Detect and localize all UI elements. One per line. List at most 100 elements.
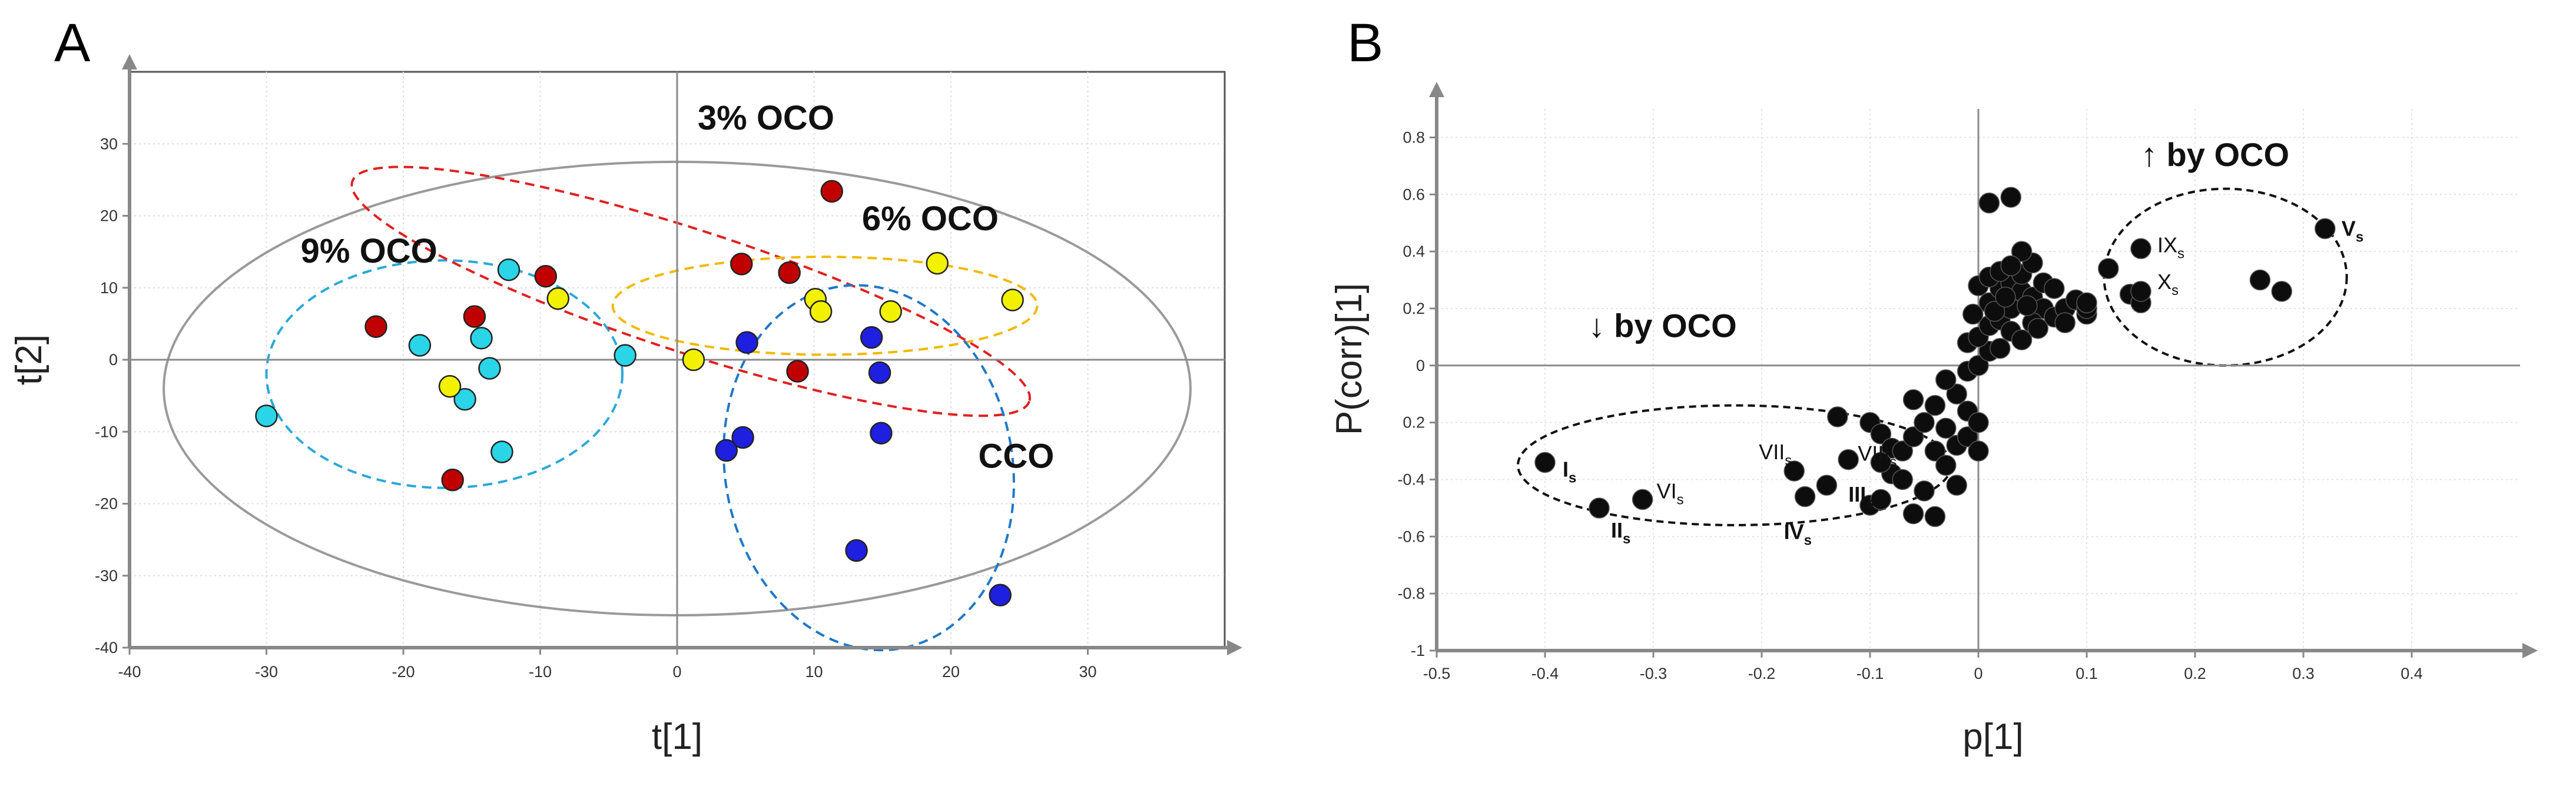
loading-point [1902, 426, 1924, 447]
y-tick-label: -40 [95, 639, 118, 656]
data-point-6-oco [809, 300, 833, 323]
loading-point [1816, 475, 1838, 496]
loading-point [2076, 292, 2097, 314]
x-tick-label: -10 [529, 663, 552, 681]
data-point-9-oco [497, 258, 520, 281]
loading-point [1892, 469, 1913, 490]
panel-a-group-labels: 9% OCO 3% OCO 6% OCO CCO [301, 99, 1055, 476]
loading-point [1892, 440, 1913, 462]
data-point-9-oco [255, 404, 278, 427]
x-axis-arrow [2522, 643, 2538, 658]
y-tick-label: -0.6 [1397, 528, 1425, 545]
panel-b-ellipses [1517, 187, 2348, 526]
x-tick-label: 0 [1974, 665, 1982, 682]
x-tick-label: 0.3 [2292, 665, 2315, 682]
point-label: IVs [1784, 520, 1812, 549]
data-point-3-oco [441, 468, 464, 492]
loading-point [1902, 389, 1924, 410]
loading-point [1935, 369, 1957, 390]
loading-point [2271, 281, 2292, 302]
loading-point [1902, 503, 1924, 525]
loading-point [1783, 460, 1805, 482]
3-oco-ellipse [350, 165, 1032, 417]
loading-point [1914, 480, 1935, 502]
point-label: Xs [2157, 270, 2179, 299]
x-axis-title-b: p[1] [1962, 717, 2023, 757]
y-tick-label: 0 [1416, 357, 1425, 374]
loading-point [1794, 486, 1816, 508]
x-axis-arrow [1227, 640, 1242, 655]
loading-point [1990, 337, 2011, 359]
panel-b-axes [1429, 82, 2538, 658]
panel-b-point-labels: Is IIs VIs VIIs IIIs IVs VIIIs IXs Xs Vs [1563, 216, 2363, 548]
data-point-cco [870, 422, 893, 445]
y-tick-label: -0.8 [1397, 585, 1425, 602]
loading-point [2044, 278, 2065, 299]
point-label: VIs [1657, 479, 1684, 508]
data-point-cco [715, 439, 738, 462]
loading-point [2027, 318, 2048, 339]
point-label: VIIIs [1858, 442, 1897, 470]
data-point-cco [860, 326, 883, 349]
loading-point [2098, 258, 2119, 279]
loading-point [1827, 406, 1848, 427]
loading-point [1534, 452, 1556, 473]
panel-b-annotations: ↓ by OCO ↑ by OCO [1589, 136, 2289, 344]
loading-point [1870, 452, 1892, 473]
data-point-3-oco [534, 264, 558, 288]
data-point-cco [735, 331, 758, 354]
group-label: 3% OCO [698, 99, 834, 137]
panel-a-axes [122, 54, 1242, 655]
data-point-cco [845, 539, 868, 562]
point-label: VIIs [1759, 440, 1792, 469]
y-tick-label: -1 [1411, 642, 1425, 659]
loading-point [1870, 423, 1892, 445]
data-point-cco [868, 361, 891, 384]
data-point-9-oco [470, 327, 493, 350]
x-tick-label: 0.2 [2184, 665, 2206, 682]
panel-b: B -0.5 -0.4 -0.3 -0.2 -0.1 0 0.1 0.2 0.3 0.4-1-0.… [1329, 13, 2538, 757]
loading-point [1870, 489, 1892, 510]
y-tick-label: 0.6 [1403, 185, 1425, 203]
data-point-6-oco [438, 374, 462, 398]
y-tick-label: 0 [109, 351, 118, 369]
y-tick-label: -0.4 [1397, 470, 1425, 488]
x-tick-label: 0 [672, 663, 681, 681]
loading-point [1924, 440, 1946, 462]
loading-point [2011, 329, 2033, 350]
data-point-9-oco [614, 344, 636, 367]
y-tick-label: 0.2 [1403, 414, 1425, 432]
data-point-3-oco [786, 360, 809, 383]
x-tick-label: -30 [255, 663, 278, 681]
data-point-6-oco [926, 251, 949, 275]
x-tick-label: 20 [942, 663, 960, 681]
loading-point [2249, 269, 2271, 291]
loading-point [2315, 218, 2336, 240]
x-axis-title-a: t[1] [652, 717, 702, 757]
y-axis-arrow [1429, 82, 1444, 97]
data-point-9-oco [453, 387, 476, 411]
data-point-9-oco [408, 334, 432, 357]
x-tick-label: -0.1 [1856, 665, 1884, 682]
loading-point [2000, 187, 2021, 208]
cco-ellipse [722, 284, 1015, 652]
y-tick-label: 0.8 [1403, 128, 1425, 146]
group-label: 9% OCO [301, 232, 437, 270]
data-point-3-oco [463, 305, 486, 328]
loading-point [2130, 281, 2151, 302]
point-label: IIIs [1848, 482, 1874, 511]
data-point-9-oco [490, 440, 513, 463]
x-tick-label: -0.5 [1423, 665, 1451, 682]
annotation-increased: ↑ by OCO [2141, 136, 2289, 173]
panel-b-ticks: -0.5 -0.4 -0.3 -0.2 -0.1 0 0.1 0.2 0.3 0.4 -1 -0.8 -… [1397, 128, 2422, 682]
y-tick-label: 20 [100, 207, 118, 225]
loading-point [1935, 455, 1957, 476]
panel-a-ticks: -40 -30 -20 -10 0 10 20 30 -40 -30 -20 -10 0 10 20 30 [95, 135, 1097, 681]
x-tick-label: 10 [805, 663, 823, 681]
y-tick-label: 30 [100, 135, 118, 152]
loading-point [1978, 193, 2000, 214]
y-tick-label: 10 [100, 279, 118, 297]
panel-label-b: B [1347, 13, 1383, 73]
x-tick-label: 30 [1079, 663, 1096, 681]
